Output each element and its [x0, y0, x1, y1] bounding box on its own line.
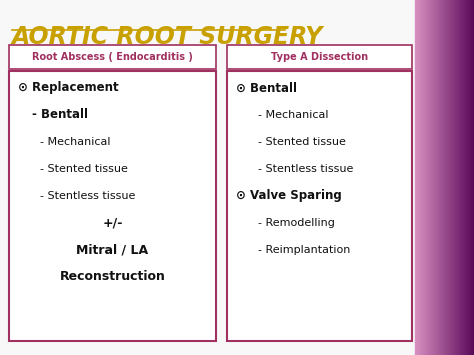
Bar — [452, 0, 453, 355]
Text: - Remodelling: - Remodelling — [258, 218, 335, 228]
Bar — [471, 0, 472, 355]
Bar — [439, 0, 440, 355]
Bar — [429, 0, 430, 355]
Bar — [464, 0, 465, 355]
Bar — [430, 0, 431, 355]
Bar — [456, 0, 457, 355]
Text: - Stentless tissue: - Stentless tissue — [258, 164, 354, 174]
Text: - Mechanical: - Mechanical — [40, 137, 110, 147]
Bar — [448, 0, 449, 355]
Bar — [449, 0, 450, 355]
Text: - Stented tissue: - Stented tissue — [258, 137, 346, 147]
Bar — [463, 0, 464, 355]
Bar — [445, 0, 446, 355]
Bar — [420, 0, 421, 355]
Bar — [437, 0, 438, 355]
Bar — [424, 0, 425, 355]
Bar — [444, 0, 445, 355]
Bar — [415, 0, 416, 355]
Bar — [442, 0, 443, 355]
Text: ⊙ Valve Sparing: ⊙ Valve Sparing — [236, 190, 342, 202]
Text: Type A Dissection: Type A Dissection — [271, 52, 368, 62]
Bar — [457, 0, 458, 355]
Bar — [422, 0, 423, 355]
Bar — [431, 0, 432, 355]
Bar — [418, 0, 419, 355]
Bar — [458, 0, 459, 355]
Text: - Stentless tissue: - Stentless tissue — [40, 191, 136, 201]
Text: - Reimplantation: - Reimplantation — [258, 245, 350, 255]
Text: Root Abscess ( Endocarditis ): Root Abscess ( Endocarditis ) — [32, 52, 193, 62]
Bar — [469, 0, 470, 355]
Bar — [467, 0, 468, 355]
Bar — [446, 0, 447, 355]
Bar — [473, 0, 474, 355]
Bar — [416, 0, 417, 355]
Bar — [417, 0, 418, 355]
Bar — [447, 0, 448, 355]
Text: AORTIC ROOT SURGERY: AORTIC ROOT SURGERY — [12, 25, 323, 49]
Text: - Mechanical: - Mechanical — [258, 110, 328, 120]
FancyBboxPatch shape — [227, 45, 412, 69]
Text: ⊙ Replacement: ⊙ Replacement — [18, 82, 118, 94]
Bar — [443, 0, 444, 355]
Bar — [460, 0, 461, 355]
Bar — [451, 0, 452, 355]
Bar — [454, 0, 455, 355]
Text: - Stented tissue: - Stented tissue — [40, 164, 128, 174]
Bar — [468, 0, 469, 355]
Bar — [425, 0, 426, 355]
FancyBboxPatch shape — [227, 71, 412, 341]
Bar — [466, 0, 467, 355]
Bar — [426, 0, 427, 355]
Bar — [436, 0, 437, 355]
Text: ⊙ Bentall: ⊙ Bentall — [236, 82, 297, 94]
FancyBboxPatch shape — [9, 71, 216, 341]
Bar — [462, 0, 463, 355]
Bar — [428, 0, 429, 355]
Bar — [419, 0, 420, 355]
FancyBboxPatch shape — [9, 45, 216, 69]
Bar — [461, 0, 462, 355]
Bar — [472, 0, 473, 355]
Bar — [450, 0, 451, 355]
Bar — [421, 0, 422, 355]
Bar — [423, 0, 424, 355]
Text: +/-: +/- — [102, 217, 123, 229]
Bar — [465, 0, 466, 355]
Bar — [427, 0, 428, 355]
Bar — [459, 0, 460, 355]
Bar — [453, 0, 454, 355]
Bar — [434, 0, 435, 355]
Bar — [455, 0, 456, 355]
Text: - Bentall: - Bentall — [32, 109, 88, 121]
Text: Mitral / LA: Mitral / LA — [76, 244, 148, 257]
Bar — [438, 0, 439, 355]
Bar — [432, 0, 433, 355]
Bar — [433, 0, 434, 355]
Bar — [440, 0, 441, 355]
Bar — [470, 0, 471, 355]
Bar — [435, 0, 436, 355]
Bar — [441, 0, 442, 355]
Text: Reconstruction: Reconstruction — [60, 271, 165, 284]
